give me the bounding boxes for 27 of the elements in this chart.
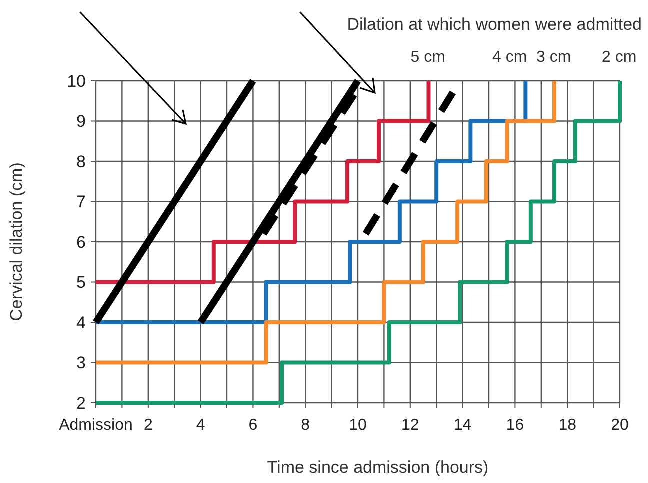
y-tick-label: 2 xyxy=(76,394,86,413)
x-tick-label: 10 xyxy=(349,417,367,434)
y-tick-label: 7 xyxy=(76,192,86,212)
y-axis-title: Cervical dilation (cm) xyxy=(7,162,26,322)
y-tick-label: 8 xyxy=(76,152,86,172)
x-tick-label: 20 xyxy=(611,417,629,434)
x-tick-label: 14 xyxy=(454,417,472,434)
series-label: 5 cm xyxy=(410,49,446,66)
x-axis-title: Time since admission (hours) xyxy=(267,458,489,477)
y-tick-label: 6 xyxy=(76,232,86,252)
x-tick-label: 18 xyxy=(558,417,577,434)
x-tick-label: 2 xyxy=(144,417,153,434)
x-tick-label: 6 xyxy=(248,417,258,434)
x-tick-label: 8 xyxy=(301,417,310,434)
legend-title: Dilation at which women were admitted xyxy=(347,15,642,34)
y-tick-label: 4 xyxy=(76,313,86,332)
y-tick-label: 5 xyxy=(76,273,86,292)
y-tick-label: 10 xyxy=(67,72,86,91)
series-label: 3 cm xyxy=(536,49,572,66)
series-label: 2 cm xyxy=(602,49,637,66)
x-tick-label: 16 xyxy=(506,417,524,434)
y-tick-label: 3 xyxy=(76,354,86,373)
x-tick-label: 4 xyxy=(196,417,206,434)
x-tick-label: Admission xyxy=(59,417,133,434)
x-tick-label: 12 xyxy=(402,417,420,434)
series-label: 4 cm xyxy=(492,49,528,66)
y-tick-label: 9 xyxy=(76,112,86,132)
